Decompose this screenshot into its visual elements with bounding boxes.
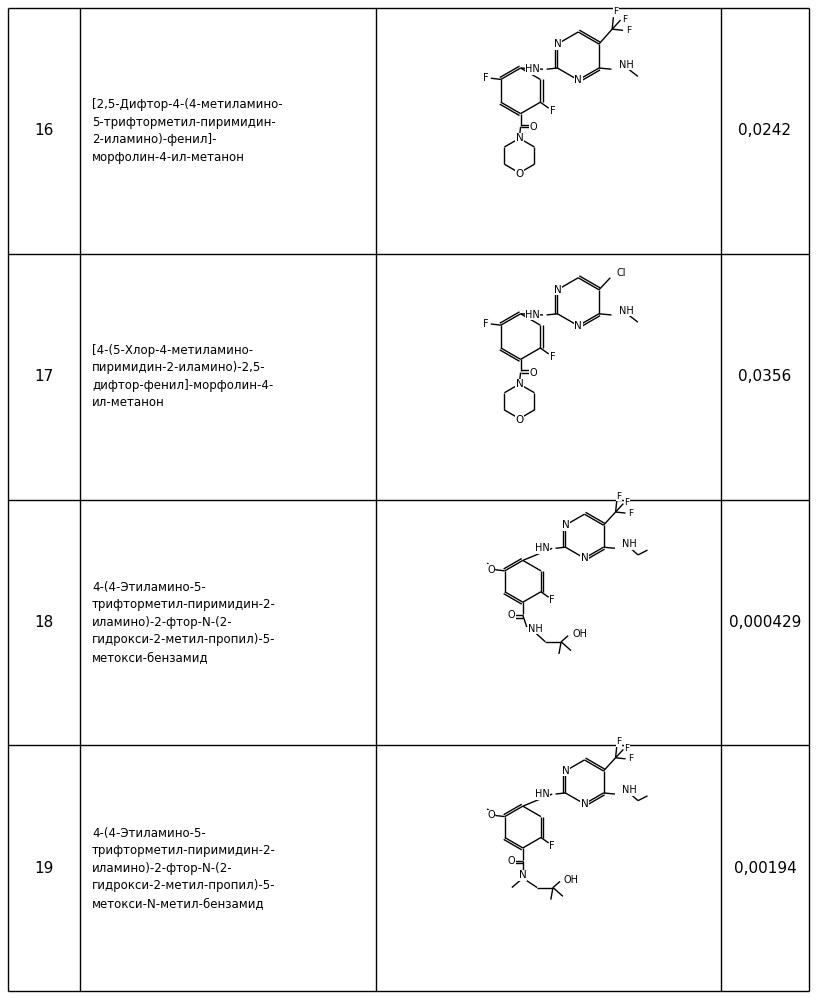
Text: N: N xyxy=(516,379,523,389)
Text: O: O xyxy=(507,856,516,866)
Text: F: F xyxy=(550,106,556,116)
Text: F: F xyxy=(549,841,555,851)
Text: F: F xyxy=(628,754,633,763)
Text: O: O xyxy=(516,169,524,179)
Text: F: F xyxy=(626,26,631,35)
Text: NH: NH xyxy=(529,623,543,633)
Text: 0,000429: 0,000429 xyxy=(729,614,801,630)
Text: O: O xyxy=(487,810,495,820)
Text: 19: 19 xyxy=(34,860,54,876)
Text: 4-(4-Этиламино-5-
трифторметил-пиримидин-2-
иламино)-2-фтор-N-(2-
гидрокси-2-мет: 4-(4-Этиламино-5- трифторметил-пиримидин… xyxy=(92,826,276,910)
Text: N: N xyxy=(581,553,588,563)
Text: 0,0356: 0,0356 xyxy=(739,369,792,385)
Text: N: N xyxy=(581,799,588,809)
Text: F: F xyxy=(549,595,555,605)
Text: F: F xyxy=(483,319,489,329)
Text: 0,00194: 0,00194 xyxy=(734,860,797,876)
Text: F: F xyxy=(622,15,627,24)
Text: O: O xyxy=(487,564,495,574)
Text: F: F xyxy=(550,352,556,362)
Text: O: O xyxy=(529,368,537,378)
Text: F: F xyxy=(624,499,630,507)
Text: F: F xyxy=(628,508,633,517)
Text: N: N xyxy=(554,39,561,49)
Text: 17: 17 xyxy=(34,369,54,385)
Text: Cl: Cl xyxy=(617,269,626,279)
Text: OH: OH xyxy=(572,629,587,639)
Text: OH: OH xyxy=(564,875,579,885)
Text: 0,0242: 0,0242 xyxy=(739,123,792,139)
Text: NH: NH xyxy=(619,306,634,316)
Text: O: O xyxy=(507,610,516,620)
Text: O: O xyxy=(516,415,524,425)
Text: 18: 18 xyxy=(34,614,54,630)
Text: N: N xyxy=(519,870,527,880)
Text: [4-(5-Хлор-4-метиламино-
пиримидин-2-иламино)-2,5-
дифтор-фенил]-морфолин-4-
ил-: [4-(5-Хлор-4-метиламино- пиримидин-2-ила… xyxy=(92,344,274,410)
Text: F: F xyxy=(483,73,489,83)
Text: N: N xyxy=(516,133,523,143)
Text: N: N xyxy=(561,520,569,530)
Text: F: F xyxy=(614,7,618,16)
Text: HN: HN xyxy=(534,543,549,553)
Text: O: O xyxy=(529,122,537,132)
Text: F: F xyxy=(616,737,622,746)
Text: 16: 16 xyxy=(34,123,54,139)
Text: HN: HN xyxy=(525,310,540,320)
Text: NH: NH xyxy=(619,60,634,70)
Text: HN: HN xyxy=(525,64,540,74)
Text: 4-(4-Этиламино-5-
трифторметил-пиримидин-2-
иламино)-2-фтор-N-(2-
гидрокси-2-мет: 4-(4-Этиламино-5- трифторметил-пиримидин… xyxy=(92,580,276,664)
Text: F: F xyxy=(616,492,622,500)
Text: N: N xyxy=(554,285,561,295)
Text: NH: NH xyxy=(622,785,636,795)
Text: HN: HN xyxy=(534,789,549,799)
Text: F: F xyxy=(624,744,630,753)
Text: N: N xyxy=(561,766,569,776)
Text: [2,5-Дифтор-4-(4-метиламино-
5-трифторметил-пиримидин-
2-иламино)-фенил]-
морфол: [2,5-Дифтор-4-(4-метиламино- 5-трифторме… xyxy=(92,98,283,164)
Text: N: N xyxy=(574,321,582,331)
Text: N: N xyxy=(574,75,582,85)
Text: NH: NH xyxy=(622,539,636,549)
